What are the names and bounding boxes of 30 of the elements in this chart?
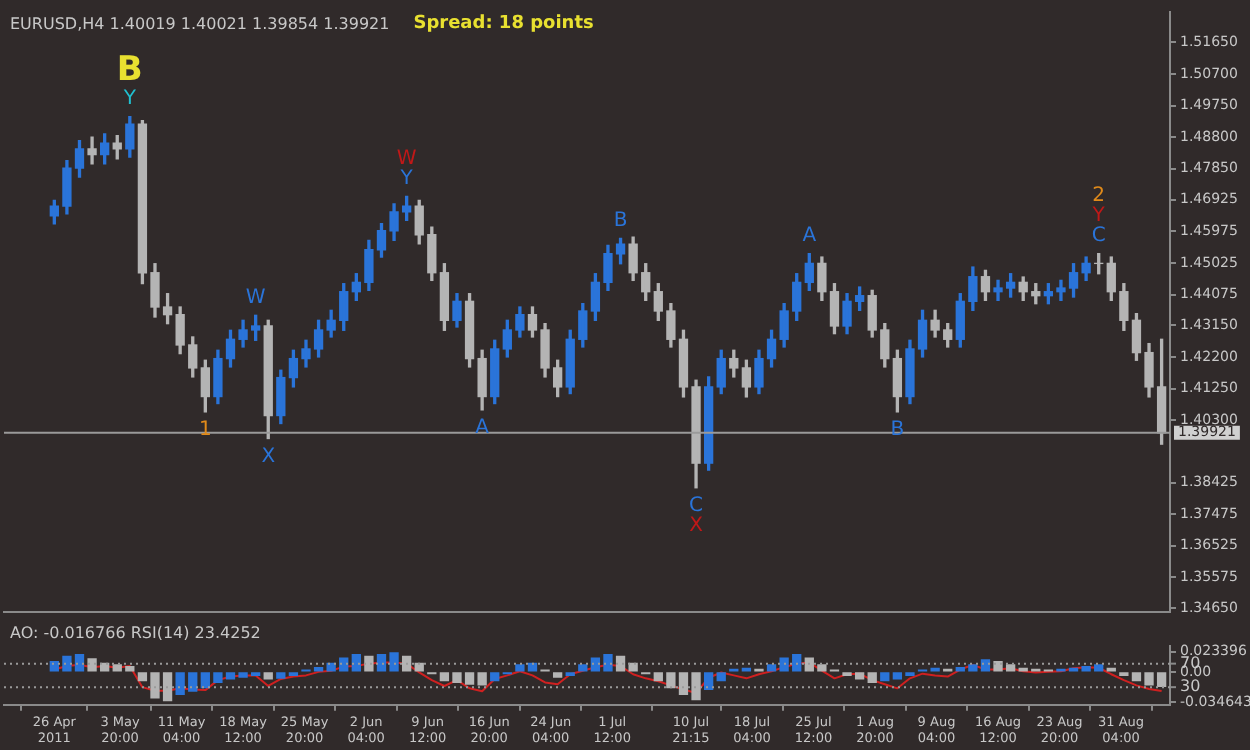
bar — [703, 672, 714, 690]
bar — [414, 662, 424, 672]
bar — [263, 672, 273, 680]
annotation: X — [689, 514, 704, 537]
annotation: W — [245, 286, 266, 309]
bar — [351, 653, 361, 672]
annotation: W — [396, 147, 417, 170]
annotation: C — [689, 494, 704, 517]
annotation: C — [1091, 224, 1106, 247]
bar — [276, 672, 286, 679]
annotation: 2 — [1092, 184, 1106, 207]
annotation: B — [116, 50, 143, 91]
annotation: Y — [121, 87, 138, 110]
bar — [880, 672, 890, 682]
bar — [552, 672, 563, 678]
bar — [716, 672, 726, 682]
annotation: X — [261, 445, 276, 468]
annotation: B — [613, 209, 628, 232]
chart-title: AO: -0.016766 RSI(14) 23.4252 — [10, 624, 261, 643]
annotation: Y — [1090, 204, 1107, 227]
bar — [490, 672, 500, 682]
y2-tick-label: 30 — [1180, 677, 1201, 696]
bar — [364, 655, 374, 672]
bar — [578, 664, 588, 672]
annotation: Y — [398, 167, 415, 190]
annotation: A — [802, 224, 817, 247]
bar — [867, 672, 877, 683]
bar — [401, 655, 412, 672]
annotation: Spread: 18 points — [413, 14, 594, 35]
chart-title: EURUSD,H4 1.40019 1.40021 1.39854 1.39921 — [10, 14, 390, 33]
